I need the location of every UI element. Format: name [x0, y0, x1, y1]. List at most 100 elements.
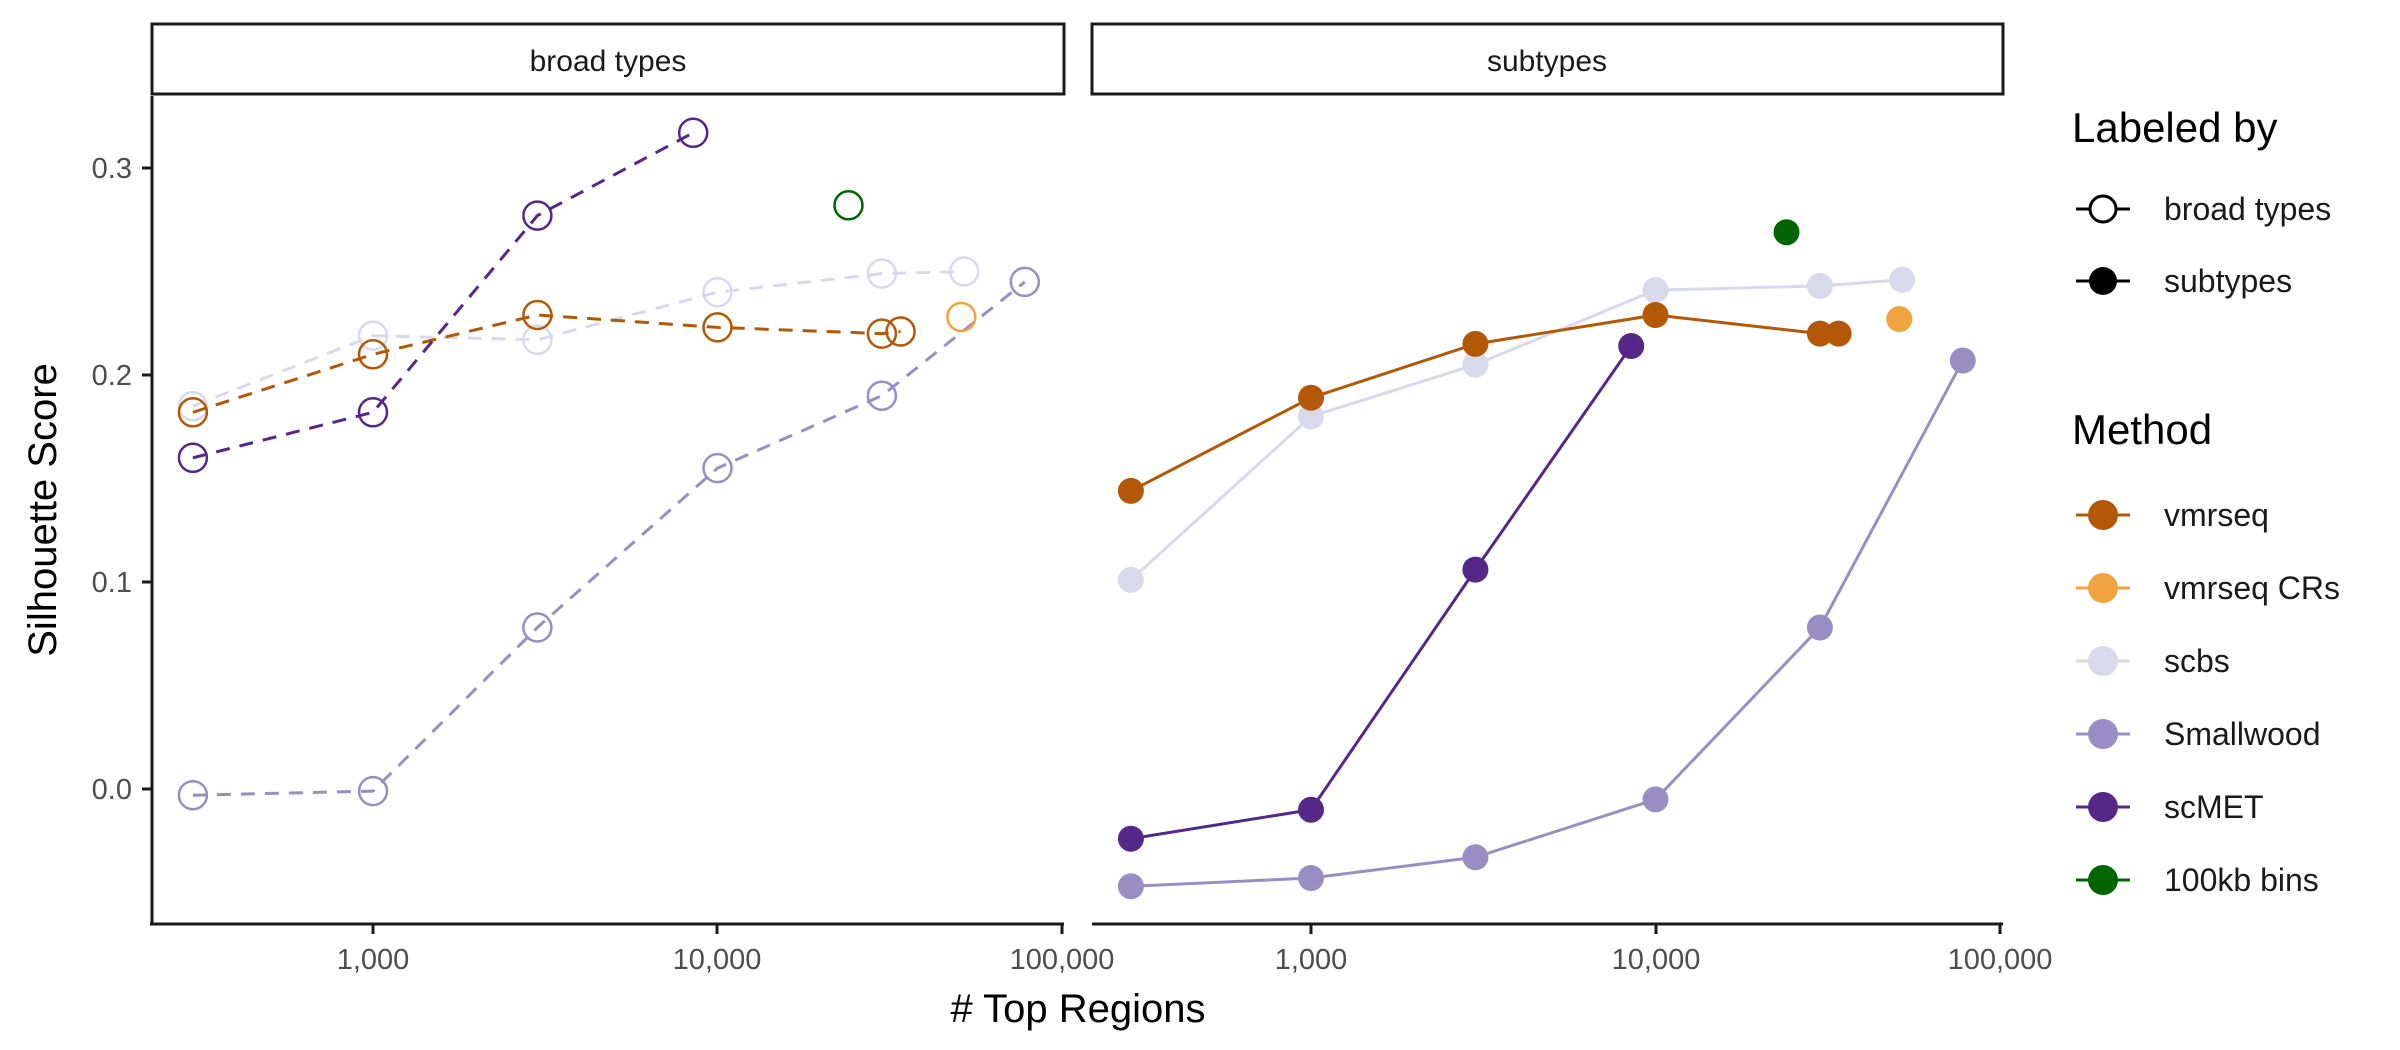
x-tick-label: 10,000 — [673, 944, 762, 976]
data-point-vmrseq — [1462, 330, 1489, 357]
panel-broad-types — [177, 117, 1041, 811]
legend-label: broad types — [2164, 191, 2331, 227]
data-point-scbs — [177, 390, 209, 422]
data-point-vmrseq — [1117, 477, 1144, 504]
legend-label: vmrseq — [2164, 497, 2269, 533]
data-point-scbs — [1117, 566, 1144, 593]
legend-label: vmrseq CRs — [2164, 570, 2340, 606]
data-point-vmrseq — [1298, 384, 1324, 411]
data-point-scmet — [522, 200, 553, 231]
data-point-scbs — [1642, 277, 1669, 304]
series-line-scmet — [1130, 345, 1633, 841]
x-tick-label: 10,000 — [1612, 944, 1701, 976]
data-point-100kb-bins — [833, 190, 864, 221]
legend-label: scMET — [2164, 789, 2264, 825]
y-tick-label: 0.1 — [92, 567, 132, 599]
x-ticks-left: 1,000 10,000 100,000 — [337, 924, 1115, 976]
data-point-vmrseq — [885, 316, 916, 347]
legend-title-labeled-by: Labeled by — [2072, 104, 2278, 151]
y-ticks: 0.0 0.1 0.2 0.3 — [92, 153, 152, 806]
series-line-vmrseq — [192, 313, 901, 414]
legend-key-circle — [2088, 792, 2118, 822]
legend-labeled-by: Labeled by broad types subtypes — [2072, 104, 2331, 299]
data-point-smallwood — [1642, 786, 1669, 813]
data-point-vmrseq-crs — [1886, 306, 1913, 333]
y-axis-title: Silhouette Score — [21, 363, 65, 657]
data-point-smallwood — [1806, 614, 1833, 641]
data-point-smallwood — [1949, 347, 1976, 374]
data-point-smallwood — [177, 779, 209, 811]
x-tick-label: 1,000 — [337, 944, 410, 976]
data-point-scmet — [1462, 556, 1489, 583]
data-point-100kb-bins — [1773, 219, 1800, 246]
data-point-smallwood — [1462, 844, 1489, 871]
data-point-scbs — [522, 324, 553, 356]
legend-title-method: Method — [2072, 406, 2212, 453]
legend-label: subtypes — [2164, 263, 2292, 299]
data-point-vmrseq — [1642, 302, 1669, 328]
legend-item-scmet: scMET — [2076, 789, 2264, 825]
data-point-vmrseq — [866, 318, 898, 349]
data-point-scbs — [1889, 266, 1916, 293]
data-point-scbs — [866, 258, 898, 289]
data-point-smallwood — [866, 380, 898, 411]
series-line-scbs — [1129, 278, 1903, 582]
x-tick-label: 100,000 — [1010, 944, 1115, 976]
data-point-vmrseq — [177, 397, 209, 428]
series-line-scbs — [192, 270, 965, 408]
data-point-scmet — [1298, 796, 1324, 823]
legend-item-smallwood: Smallwood — [2076, 716, 2321, 752]
data-point-smallwood — [522, 612, 553, 643]
legend-label: Smallwood — [2164, 716, 2321, 752]
data-point-vmrseq-crs — [946, 301, 977, 333]
strip-label-broad-types: broad types — [530, 45, 687, 78]
data-point-smallwood — [1298, 865, 1324, 891]
legend-key-circle — [2088, 646, 2118, 676]
series-line-smallwood — [192, 280, 1026, 797]
data-point-vmrseq — [702, 312, 733, 343]
strip-broad-types: broad types — [150, 22, 1066, 96]
data-point-scmet — [177, 442, 209, 474]
legend-key-filled-circle — [2089, 267, 2117, 295]
legend-method: Method vmrseq vmrseq CRs scbs Smallwood scME… — [2072, 406, 2340, 898]
data-point-scbs — [948, 256, 980, 287]
series-line-smallwood — [1130, 359, 1965, 888]
y-tick-label: 0.0 — [92, 774, 132, 806]
data-point-scbs — [357, 320, 389, 351]
data-point-vmrseq — [522, 299, 553, 331]
legend-item-vmrseq-crs: vmrseq CRs — [2076, 570, 2340, 606]
data-point-smallwood — [357, 775, 389, 807]
data-point-scbs — [1462, 351, 1489, 378]
data-point-vmrseq — [357, 339, 389, 370]
legend-key-circle — [2088, 500, 2118, 530]
strip-label-subtypes: subtypes — [1487, 45, 1607, 78]
data-point-scmet — [1618, 333, 1645, 359]
legend-item-scbs: scbs — [2076, 643, 2230, 679]
data-point-scbs — [702, 276, 733, 308]
x-ticks-right: 1,000 10,000 100,000 — [1275, 924, 2053, 976]
series-line-scmet — [192, 131, 694, 460]
legend-item-vmrseq: vmrseq — [2076, 497, 2269, 533]
data-point-scbs — [1298, 403, 1324, 430]
legend-item-subtypes: subtypes — [2076, 263, 2292, 299]
y-tick-label: 0.2 — [92, 360, 132, 392]
legend-label: scbs — [2164, 643, 2230, 679]
legend-item-broad-types: broad types — [2076, 191, 2331, 227]
data-point-vmrseq — [1806, 320, 1833, 347]
legend-key-circle — [2088, 865, 2118, 895]
data-point-vmrseq — [1825, 320, 1852, 347]
strip-subtypes: subtypes — [1090, 22, 2005, 96]
panel-subtypes — [1117, 219, 1976, 900]
data-point-scmet — [677, 117, 709, 149]
legend-label: 100kb bins — [2164, 862, 2319, 898]
data-point-scmet — [357, 397, 389, 428]
data-point-scmet — [1117, 825, 1144, 852]
data-point-scbs — [1806, 273, 1833, 299]
legend-key-open-circle — [2088, 194, 2118, 224]
data-point-smallwood — [702, 452, 733, 484]
legend-key-circle — [2088, 573, 2118, 603]
x-tick-label: 100,000 — [1948, 944, 2053, 976]
x-axis-title: # Top Regions — [951, 987, 1206, 1031]
data-point-smallwood — [1117, 873, 1144, 900]
